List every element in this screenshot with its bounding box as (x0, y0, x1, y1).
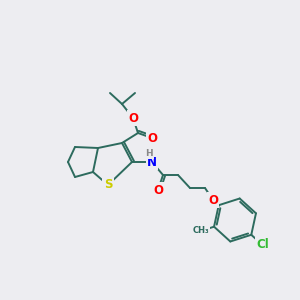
Text: O: O (128, 112, 138, 124)
Text: S: S (104, 178, 112, 191)
Text: N: N (147, 155, 157, 169)
Text: O: O (208, 194, 218, 206)
Text: O: O (147, 131, 157, 145)
Text: CH₃: CH₃ (192, 226, 209, 236)
Text: H: H (145, 148, 153, 158)
Text: Cl: Cl (256, 238, 269, 251)
Text: O: O (153, 184, 163, 196)
